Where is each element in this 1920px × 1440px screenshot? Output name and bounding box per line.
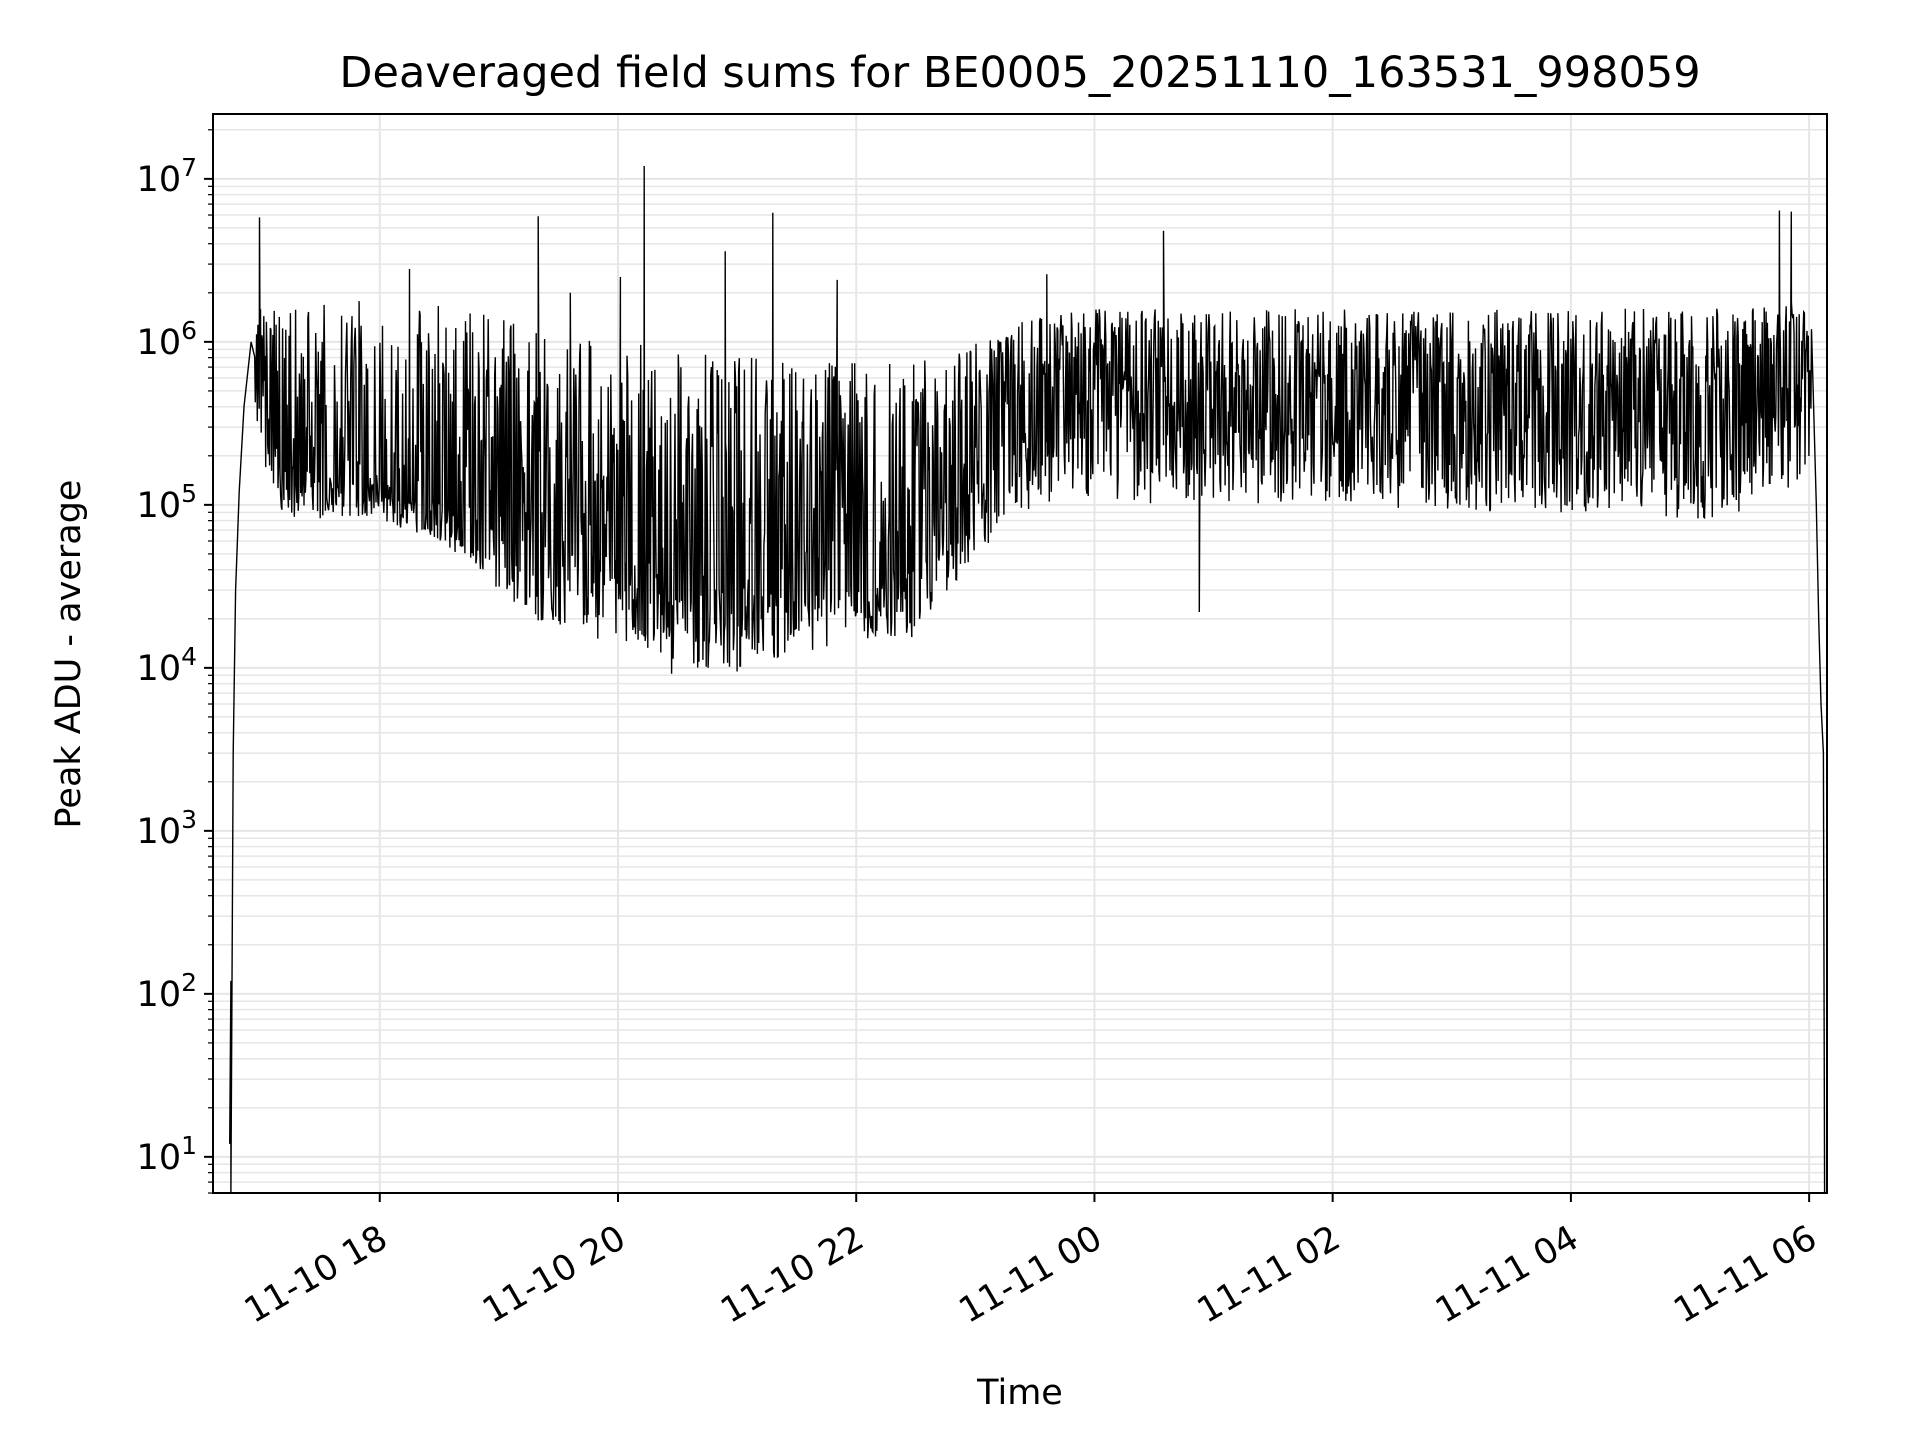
y-axis-title: Peak ADU - average: [49, 480, 89, 829]
y-tick-label: 105: [137, 479, 197, 526]
y-tick-label: 106: [137, 316, 197, 363]
y-tick-label: 103: [137, 805, 197, 852]
y-tick-labels: 101 102 103 104 105 106 107: [137, 153, 197, 1178]
x-axis-title: Time: [976, 1373, 1063, 1413]
plot-frame: [212, 113, 1828, 1194]
y-tick-label: 107: [137, 153, 197, 200]
chart-title: Deaveraged field sums for BE0005_2025111…: [339, 48, 1700, 98]
y-tick-label: 102: [137, 968, 197, 1015]
y-tick-label: 104: [137, 642, 197, 689]
y-tick-label: 101: [137, 1131, 197, 1178]
series-line-group: [229, 165, 1826, 1194]
series-line: [229, 165, 1826, 1194]
tick-marks: [204, 129, 1811, 1202]
